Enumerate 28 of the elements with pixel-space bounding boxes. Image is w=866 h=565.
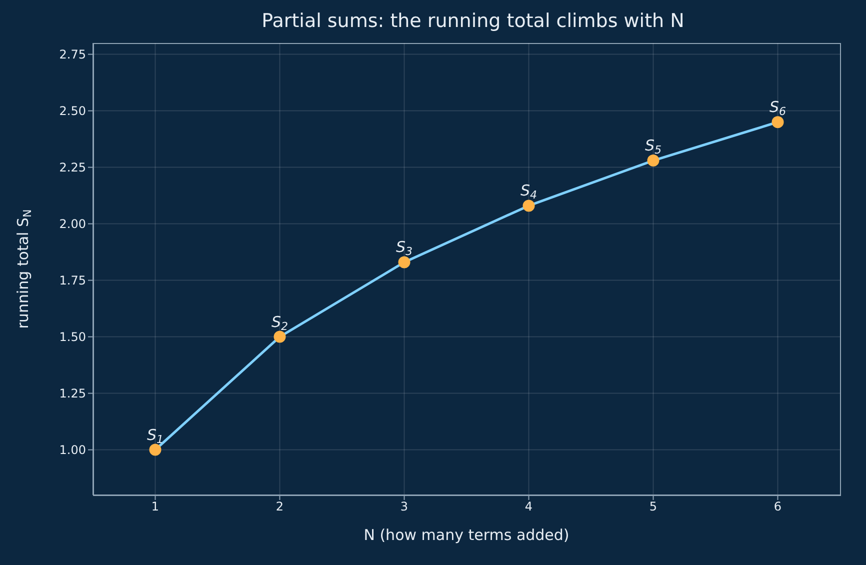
annotation: S$_{6}$	[769, 98, 786, 118]
point	[398, 256, 410, 268]
x-tick-label: 6	[774, 500, 782, 514]
x-tick-label: 5	[649, 500, 658, 514]
x-tick-label: 3	[400, 500, 408, 514]
annotation: S$_{1}$	[146, 426, 164, 446]
point	[647, 154, 660, 167]
annotation: S$_{5}$	[644, 136, 662, 156]
x-tick-label: 1	[151, 500, 160, 514]
y-tick-label: 1.00	[59, 443, 86, 458]
y-tick-label: 2.50	[59, 104, 86, 118]
y-tick-label: 1.25	[59, 386, 86, 401]
annotation: S$_{2}$	[271, 312, 288, 333]
annotation: S$_{4}$	[520, 182, 538, 202]
chart-title: Partial sums: the running total climbs with N	[260, 10, 686, 32]
x-tick-label: 4	[524, 500, 533, 514]
x-axis-title: N (how many terms added)	[364, 526, 570, 544]
point	[772, 116, 784, 128]
y-tick-label: 2.75	[59, 48, 86, 62]
point	[522, 200, 535, 212]
y-tick-label: 1.50	[59, 330, 86, 344]
y-tick-label: 1.75	[59, 274, 86, 288]
x-tick-label: 2	[276, 500, 284, 514]
annotation: S$_{3}$	[396, 238, 413, 258]
y-tick-label: 2.25	[59, 160, 86, 175]
y-tick-label: 2.00	[59, 217, 86, 232]
point	[274, 330, 286, 343]
point	[149, 444, 162, 456]
